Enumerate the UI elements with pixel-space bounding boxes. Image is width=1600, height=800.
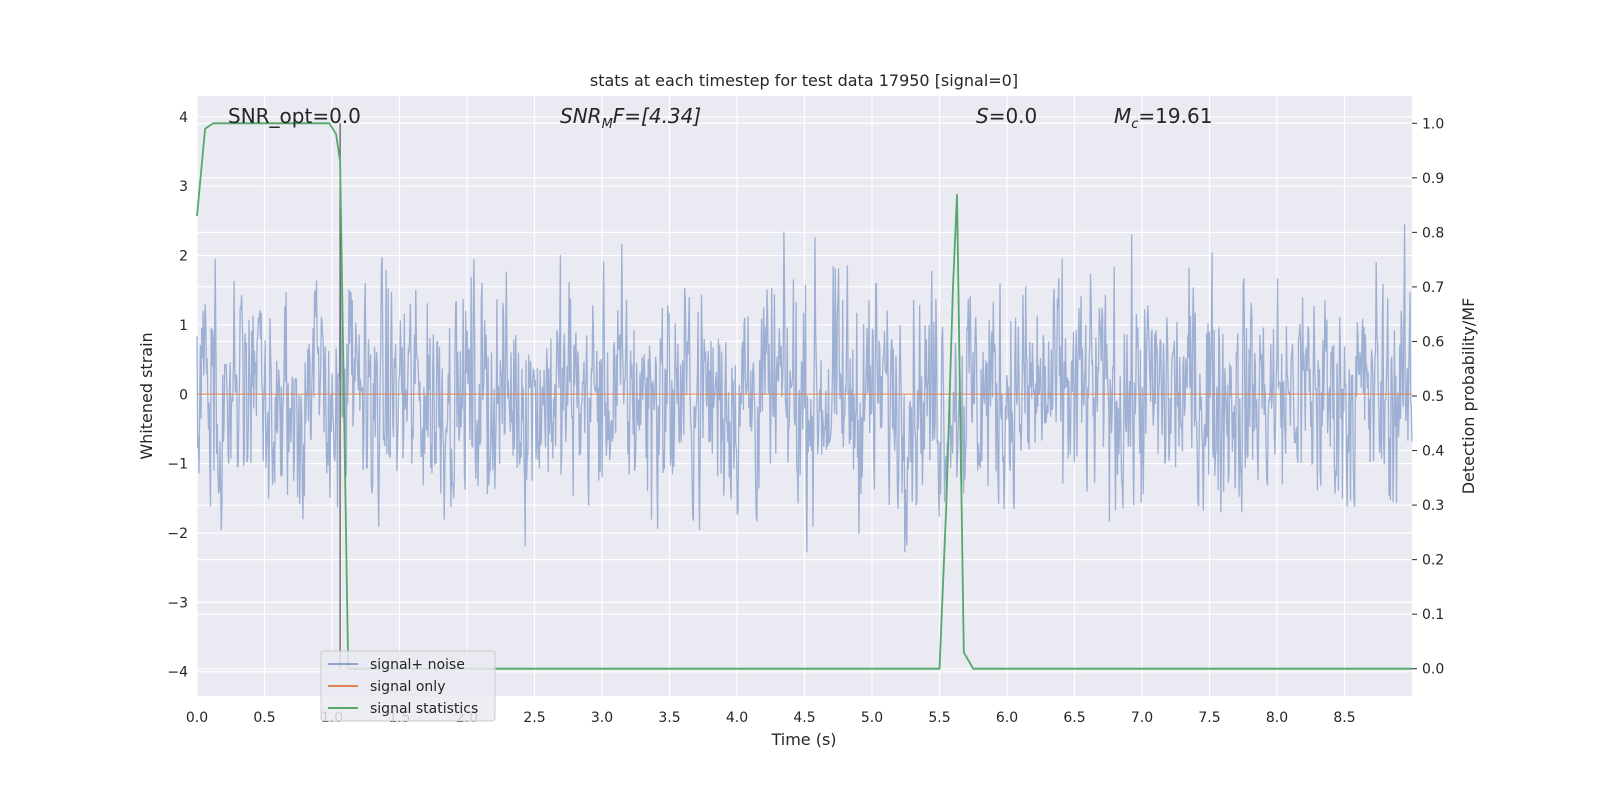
x-tick-label: 6.5: [1063, 710, 1085, 726]
chart-title: stats at each timestep for test data 179…: [590, 71, 1018, 90]
x-tick-label: 2.5: [523, 710, 545, 726]
left-tick-label: 1: [179, 318, 188, 334]
right-tick-label: 0.4: [1422, 444, 1444, 460]
left-tick-label: 3: [179, 179, 188, 195]
annotation-s-base: S: [976, 104, 989, 128]
x-tick-label: 3.5: [658, 710, 680, 726]
right-tick-label: 0.7: [1422, 280, 1444, 296]
right-tick-label: 1.0: [1422, 116, 1444, 132]
x-tick-label: 7.0: [1131, 710, 1153, 726]
annotation-s-rest: =0.0: [989, 104, 1038, 128]
x-tick-label: 5.5: [928, 710, 950, 726]
left-axis-label: Whitened strain: [137, 332, 156, 459]
legend-label-noise: signal+ noise: [370, 657, 465, 673]
x-tick-label: 4.5: [793, 710, 815, 726]
left-tick-label: 2: [179, 249, 188, 265]
annotation-snr-mf-base: SNR: [560, 104, 602, 128]
right-tick-label: 0.6: [1422, 334, 1444, 350]
series-signal-statistics: [196, 122, 1412, 670]
right-axis-label: Detection probability/MF: [1459, 298, 1478, 495]
legend-box: [320, 650, 496, 722]
left-tick-label: 4: [179, 110, 188, 126]
x-tick-label: 7.5: [1198, 710, 1220, 726]
x-tick-label: 3.0: [591, 710, 613, 726]
right-tick-label: 0.3: [1422, 498, 1444, 514]
annotation-mc-sub: c: [1131, 117, 1138, 132]
x-tick-label: 0.5: [253, 710, 275, 726]
annotation-mc-rest: =19.61: [1138, 104, 1212, 128]
legend: signal+ noise signal only signal statist…: [320, 650, 496, 722]
left-tick-label: −1: [167, 457, 188, 473]
x-tick-label: 0.0: [186, 710, 208, 726]
annotation-snr-mf-sub: M: [602, 117, 613, 132]
annotation-mc-base: M: [1114, 104, 1131, 128]
x-axis-label: Time (s): [770, 730, 836, 749]
right-tick-label: 0.9: [1422, 171, 1444, 187]
annotation-snr-mf: SNRMF=[4.34]: [560, 104, 701, 132]
legend-label-statistics: signal statistics: [370, 701, 478, 717]
right-tick-labels: 1.0 0.9 0.8 0.7 0.6 0.5 0.4 0.3 0.2 0.1 0.0: [1412, 116, 1444, 678]
overlay-group: [196, 122, 1412, 670]
left-tick-label: −4: [167, 665, 188, 681]
left-tick-label: −2: [167, 526, 188, 542]
legend-label-signal: signal only: [370, 679, 445, 695]
x-tick-label: 8.5: [1333, 710, 1355, 726]
left-tick-label: −3: [167, 595, 188, 611]
right-tick-label: 0.5: [1422, 389, 1444, 405]
annotation-snr-opt: SNR_opt=0.0: [228, 104, 361, 128]
left-tick-label: 0: [179, 387, 188, 403]
left-tick-labels: 4 3 2 1 0 −1 −2 −3 −4: [167, 110, 188, 681]
x-tick-label: 4.0: [726, 710, 748, 726]
right-tick-label: 0.1: [1422, 607, 1444, 623]
annotation-mc: Mc=19.61: [1114, 104, 1212, 132]
x-tick-label: 5.0: [861, 710, 883, 726]
x-tick-label: 8.0: [1266, 710, 1288, 726]
right-tick-label: 0.2: [1422, 553, 1444, 569]
annotation-snr-mf-rest: F=[4.34]: [613, 104, 701, 128]
right-tick-label: 0.0: [1422, 662, 1444, 678]
right-tick-label: 0.8: [1422, 225, 1444, 241]
annotation-s: S=0.0: [976, 104, 1037, 128]
x-tick-label: 6.0: [996, 710, 1018, 726]
